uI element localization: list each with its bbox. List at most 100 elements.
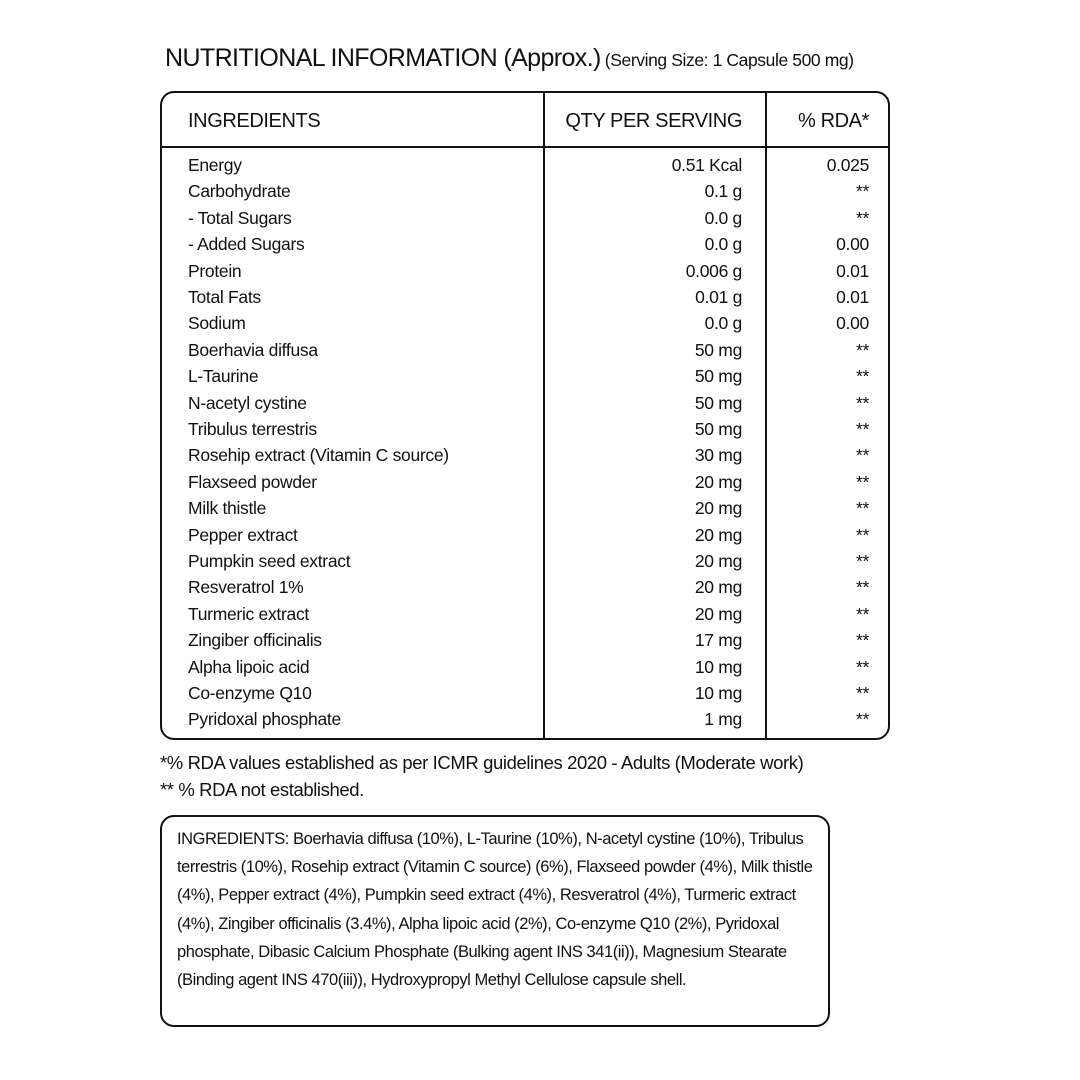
table-row: Flaxseed powder 20 mg **: [162, 472, 888, 498]
ingredient-name: Rosehip extract (Vitamin C source): [188, 445, 449, 466]
ingredient-name: N-acetyl cystine: [188, 392, 307, 413]
qty-per-serving: 10 mg: [694, 656, 742, 677]
rda-value: **: [855, 603, 869, 624]
ingredient-name: Resveratrol 1%: [188, 577, 304, 598]
qty-per-serving: 1 mg: [704, 709, 742, 730]
qty-per-serving: 17 mg: [694, 630, 742, 651]
rda-value: **: [855, 366, 869, 387]
table-row: Tribulus terrestris 50 mg **: [162, 419, 888, 445]
rda-value: **: [855, 551, 869, 571]
rda-value: **: [855, 207, 869, 228]
ingredient-name: Pumpkin seed extract: [188, 551, 351, 571]
table-row: Energy 0.51 Kcal 0.025: [162, 155, 888, 181]
table-row: Boerhavia diffusa 50 mg **: [162, 340, 888, 366]
ingredient-name: Tribulus terrestris: [188, 419, 317, 439]
header-divider: [162, 146, 888, 148]
qty-per-serving: 50 mg: [694, 392, 742, 413]
rda-value: **: [855, 498, 869, 519]
qty-per-serving: 50 mg: [694, 366, 742, 387]
ingredient-name: Pepper extract: [188, 524, 298, 545]
header-rda: % RDA*: [798, 110, 869, 132]
rda-value: **: [855, 656, 869, 677]
ingredient-name: Sodium: [188, 313, 246, 334]
table-row: Resveratrol 1% 20 mg **: [162, 577, 888, 603]
rda-value: 0.00: [836, 313, 869, 334]
table-row: Pumpkin seed extract 20 mg **: [162, 551, 888, 577]
ingredients-box: INGREDIENTS: Boerhavia diffusa (10%), L-…: [160, 815, 830, 1027]
qty-per-serving: 0.51 Kcal: [671, 155, 743, 175]
nutrition-table: INGREDIENTS QTY PER SERVING % RDA* Energ…: [160, 91, 890, 740]
ingredient-name: L-Taurine: [188, 366, 259, 387]
title-main: NUTRITIONAL INFORMATION (Approx.): [165, 44, 601, 72]
qty-per-serving: 20 mg: [694, 498, 742, 519]
qty-per-serving: 0.1 g: [704, 181, 743, 202]
ingredient-name: Pyridoxal phosphate: [188, 709, 341, 730]
header-qty: QTY PER SERVING: [565, 110, 742, 132]
qty-per-serving: 50 mg: [694, 419, 742, 439]
ingredient-name: - Total Sugars: [188, 207, 292, 228]
ingredient-name: Turmeric extract: [188, 603, 309, 624]
column-divider: [543, 93, 545, 738]
table-row: - Total Sugars 0.0 g **: [162, 208, 888, 234]
qty-per-serving: 10 mg: [694, 683, 742, 703]
table-row: Milk thistle 20 mg **: [162, 498, 888, 524]
qty-per-serving: 0.0 g: [704, 207, 743, 228]
qty-per-serving: 0.006 g: [685, 260, 743, 281]
table-row: Co-enzyme Q10 10 mg **: [162, 683, 888, 709]
table-row: - Added Sugars 0.0 g 0.00: [162, 234, 888, 260]
rda-value: 0.01: [836, 260, 869, 281]
rda-value: **: [855, 709, 869, 730]
footnote-not-established: ** % RDA not established.: [160, 779, 364, 800]
page-title: NUTRITIONAL INFORMATION (Approx.) (Servin…: [165, 44, 854, 73]
qty-per-serving: 50 mg: [694, 339, 742, 360]
table-row: Alpha lipoic acid 10 mg **: [162, 657, 888, 683]
qty-per-serving: 0.01 g: [695, 287, 742, 307]
table-row: Turmeric extract 20 mg **: [162, 604, 888, 630]
table-row: Protein 0.006 g 0.01: [162, 261, 888, 287]
ingredient-name: Total Fats: [188, 287, 261, 307]
qty-per-serving: 0.0 g: [704, 234, 743, 255]
header-ingredients: INGREDIENTS: [188, 110, 321, 132]
ingredient-name: - Added Sugars: [188, 234, 305, 255]
table-row: Sodium 0.0 g 0.00: [162, 313, 888, 339]
ingredient-name: Protein: [188, 260, 242, 281]
qty-per-serving: 20 mg: [694, 524, 742, 545]
table-row: N-acetyl cystine 50 mg **: [162, 393, 888, 419]
rda-value: **: [855, 524, 869, 545]
ingredient-name: Carbohydrate: [188, 181, 291, 202]
rda-value: 0.025: [826, 155, 870, 175]
rda-value: **: [855, 471, 869, 492]
qty-per-serving: 20 mg: [694, 551, 742, 571]
table-row: Carbohydrate 0.1 g **: [162, 181, 888, 207]
table-row: Rosehip extract (Vitamin C source) 30 mg *…: [162, 445, 888, 471]
ingredient-name: Milk thistle: [188, 498, 267, 519]
ingredient-name: Energy: [188, 155, 242, 175]
ingredient-name: Boerhavia diffusa: [188, 339, 318, 360]
footnote-rda: *% RDA values established as per ICMR gu…: [160, 752, 804, 773]
ingredients-text: INGREDIENTS: Boerhavia diffusa (10%), L-…: [177, 830, 813, 990]
rda-value: **: [855, 419, 869, 439]
qty-per-serving: 0.0 g: [704, 313, 743, 334]
rda-value: **: [855, 630, 869, 651]
ingredient-name: Alpha lipoic acid: [188, 656, 310, 677]
table-row: L-Taurine 50 mg **: [162, 366, 888, 392]
rda-value: **: [855, 181, 869, 202]
rda-value: 0.00: [836, 234, 869, 255]
qty-per-serving: 30 mg: [694, 445, 742, 466]
ingredient-name: Zingiber officinalis: [188, 630, 322, 651]
rda-value: **: [855, 683, 869, 703]
table-row: Total Fats 0.01 g 0.01: [162, 287, 888, 313]
ingredient-name: Co-enzyme Q10: [188, 683, 312, 703]
qty-per-serving: 20 mg: [694, 603, 742, 624]
qty-per-serving: 20 mg: [694, 471, 742, 492]
table-row: Pyridoxal phosphate 1 mg **: [162, 709, 888, 735]
table-row: Zingiber officinalis 17 mg **: [162, 630, 888, 656]
table-row: Pepper extract 20 mg **: [162, 525, 888, 551]
rda-value: **: [855, 577, 869, 598]
ingredient-name: Flaxseed powder: [188, 471, 317, 492]
rda-value: **: [855, 392, 869, 413]
column-divider: [765, 93, 767, 738]
rda-value: **: [855, 339, 869, 360]
serving-size: (Serving Size: 1 Capsule 500 mg): [604, 50, 854, 70]
